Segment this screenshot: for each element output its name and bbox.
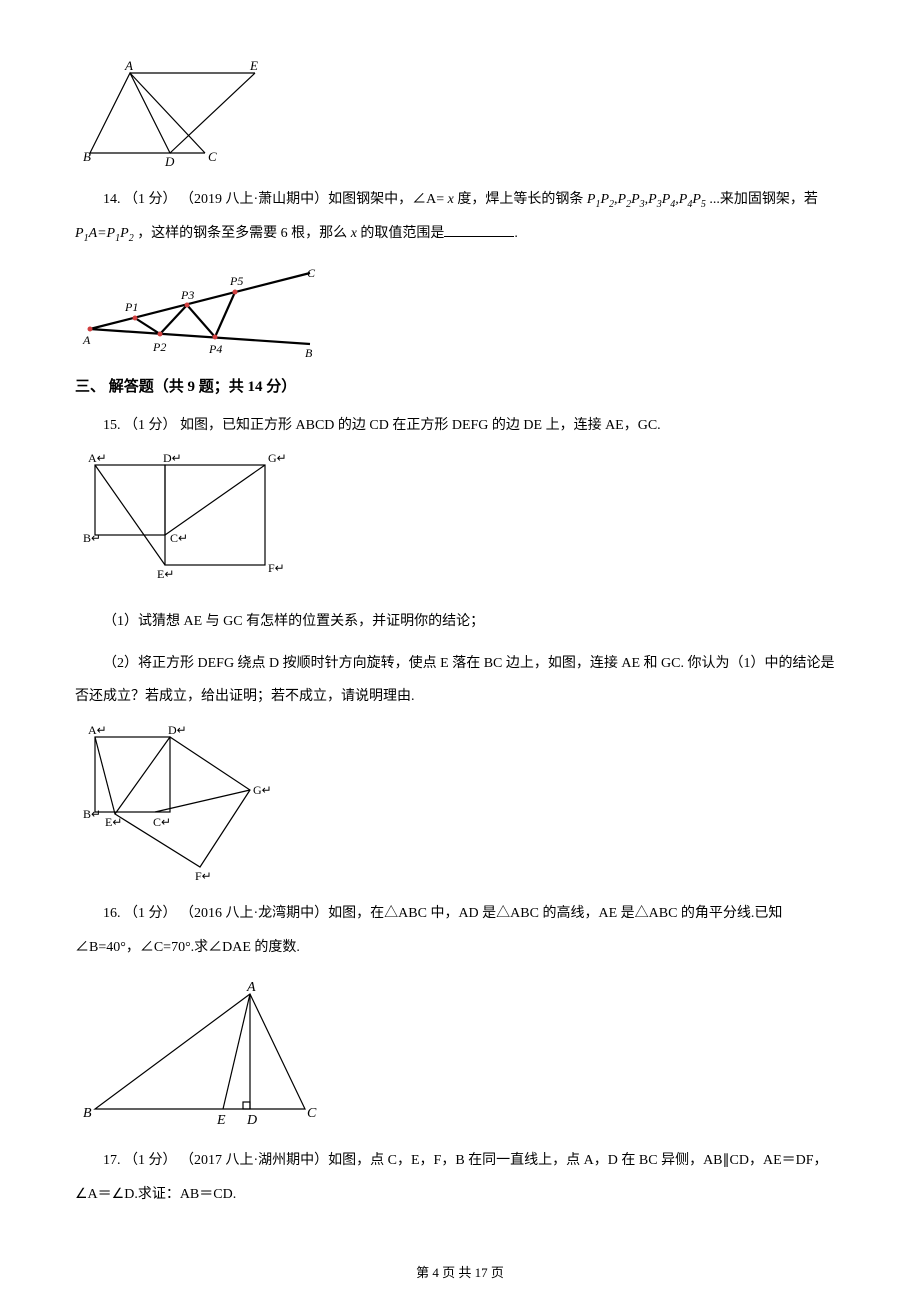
label-e: E↵ [105, 815, 122, 829]
label-a: A↵ [88, 451, 107, 465]
label-c: C↵ [170, 531, 188, 545]
p14-formula1: P1P2,P2P3,P3P4,P4P5 [587, 192, 706, 207]
label-p3: P3 [180, 288, 194, 302]
label-p5: P5 [229, 274, 243, 288]
label-e: E↵ [157, 567, 174, 581]
problem-17-text: 17. （1 分） （2017 八上·湖州期中）如图，点 C，E，F，B 在同一… [75, 1144, 845, 1211]
p14-suffix: . [514, 226, 518, 241]
label-b: B↵ [83, 531, 101, 545]
section-3-header: 三、 解答题（共 9 题；共 14 分） [75, 374, 845, 401]
label-c: C [208, 149, 217, 164]
label-b: B [83, 1106, 92, 1121]
label-f: F↵ [195, 869, 212, 882]
label-p4: P4 [208, 342, 222, 356]
figure-16: A B E D C [75, 979, 845, 1129]
label-d: D [164, 154, 175, 168]
label-b: B [305, 346, 313, 359]
problem-15-text: 15. （1 分） 如图，已知正方形 ABCD 的边 CD 在正方形 DEFG … [75, 409, 845, 443]
label-c: C↵ [153, 815, 171, 829]
figure-13: A E B D C [75, 58, 845, 168]
problem-14-text: 14. （1 分） （2019 八上·萧山期中）如图钢架中，∠A= x 度，焊上… [75, 183, 845, 251]
problem-16-text: 16. （1 分） （2016 八上·龙湾期中）如图，在△ABC 中，AD 是△… [75, 897, 845, 964]
p14-formula2: P1A=P1P2 [75, 226, 134, 241]
label-a: A [82, 333, 91, 347]
label-a: A [246, 980, 256, 995]
label-b: B↵ [83, 807, 101, 821]
label-d: D [246, 1113, 257, 1128]
label-f: F↵ [268, 561, 285, 575]
problem-15-sub1: （1）试猜想 AE 与 GC 有怎样的位置关系，并证明你的结论； [75, 605, 845, 639]
label-p1: P1 [124, 300, 138, 314]
problem-15-sub2: （2）将正方形 DEFG 绕点 D 按顺时针方向旋转，使点 E 落在 BC 边上… [75, 647, 845, 714]
problem-17: 17. （1 分） （2017 八上·湖州期中）如图，点 C，E，F，B 在同一… [75, 1144, 845, 1211]
label-b: B [83, 149, 91, 164]
p14-mid2: ...来加固钢架，若 [706, 192, 818, 207]
figure-15a: A↵ D↵ G↵ B↵ C↵ E↵ F↵ [75, 450, 845, 590]
p14-mid4: 的取值范围是 [357, 226, 445, 241]
problem-16: 16. （1 分） （2016 八上·龙湾期中）如图，在△ABC 中，AD 是△… [75, 897, 845, 1129]
label-a: A↵ [88, 723, 107, 737]
p14-blank [444, 223, 514, 237]
p14-mid3: ，这样的钢条至多需要 6 根，那么 [134, 226, 351, 241]
label-a: A [124, 58, 133, 73]
figure-14: A B C P1 P2 P3 P4 P5 [75, 259, 845, 359]
label-c: C [307, 1106, 317, 1121]
label-e: E [249, 58, 258, 73]
p14-mid1: 度，焊上等长的钢条 [454, 192, 587, 207]
label-d: D↵ [163, 451, 182, 465]
label-p2: P2 [152, 340, 166, 354]
label-d: D↵ [168, 723, 187, 737]
label-e: E [216, 1113, 226, 1128]
figure-15b: A↵ D↵ B↵ E↵ C↵ G↵ F↵ [75, 722, 845, 882]
p14-prefix: 14. （1 分） （2019 八上·萧山期中）如图钢架中，∠A= [103, 192, 448, 207]
page-footer: 第 4 页 共 17 页 [75, 1261, 845, 1284]
problem-15: 15. （1 分） 如图，已知正方形 ABCD 的边 CD 在正方形 DEFG … [75, 409, 845, 882]
label-g: G↵ [268, 451, 287, 465]
label-g: G↵ [253, 783, 272, 797]
label-c: C [307, 266, 316, 280]
problem-14: 14. （1 分） （2019 八上·萧山期中）如图钢架中，∠A= x 度，焊上… [75, 183, 845, 359]
